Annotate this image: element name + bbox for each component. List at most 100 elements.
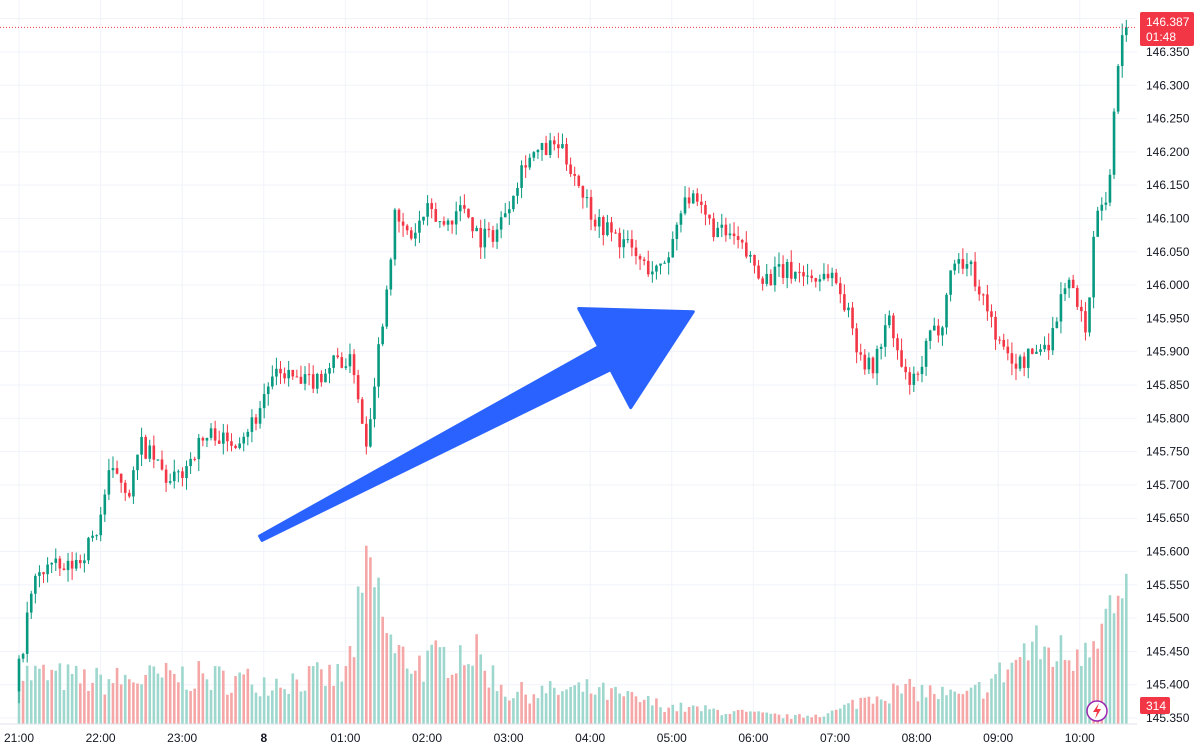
candle-body [1100, 204, 1104, 211]
candle-body [405, 225, 409, 231]
volume-bar [299, 691, 303, 724]
candle-body [937, 325, 940, 336]
candle-body [961, 259, 965, 269]
price-tick-label: 145.750 [1146, 445, 1190, 459]
candle-body [458, 205, 462, 212]
candle-body [736, 236, 740, 240]
volume-bar [1006, 669, 1010, 724]
candle-body [487, 228, 491, 231]
candle-body [62, 568, 66, 571]
volume-bar [450, 674, 454, 724]
volume-bar [863, 697, 867, 724]
time-tick-label: 22:00 [86, 731, 116, 745]
candle-body [422, 216, 425, 221]
candle-body [168, 481, 172, 483]
candle-body [973, 261, 977, 287]
volume-bar [1088, 657, 1091, 724]
volume-bar [136, 683, 139, 724]
lightning-icon[interactable] [1086, 700, 1108, 722]
volume-bar [1104, 608, 1108, 724]
candle-body [896, 338, 899, 351]
volume-bar [1018, 657, 1022, 724]
candle-body [393, 209, 397, 260]
candle-body [810, 275, 813, 279]
volume-bar [475, 634, 478, 724]
candle-body [593, 219, 597, 227]
candle-body [1055, 321, 1059, 328]
volume-bar [205, 679, 209, 724]
candle-body [205, 437, 209, 441]
candle-body [855, 328, 858, 353]
candle-body [46, 564, 49, 575]
volume-bar [757, 711, 760, 724]
time-tick-label: 8 [260, 731, 267, 745]
trend-arrow-annotation[interactable] [258, 307, 695, 542]
volume-bar [928, 685, 932, 724]
candle-body [847, 307, 850, 311]
candle-body [626, 239, 630, 241]
candle-body [1104, 202, 1108, 205]
candle-body [569, 164, 572, 174]
volume-bar [1043, 646, 1046, 724]
volume-bar [409, 673, 413, 724]
candle-body [442, 221, 446, 225]
volume-bar [712, 708, 715, 724]
candle-body [111, 468, 115, 471]
candle-body [262, 394, 266, 409]
volume-bar [1059, 635, 1063, 724]
candle-body [859, 352, 863, 355]
volume-bar [981, 698, 985, 724]
volume-bar [58, 663, 62, 724]
candle-body [475, 227, 478, 232]
candle-body [70, 560, 74, 569]
volume-bar [1092, 641, 1095, 724]
candle-body [720, 224, 724, 228]
volume-bar [1116, 595, 1120, 724]
candle-body [238, 443, 241, 448]
candle-body [332, 355, 335, 368]
volume-bar [573, 685, 576, 724]
volume-bar [499, 684, 503, 724]
candle-body [430, 203, 433, 210]
volume-bar [883, 700, 887, 724]
price-tick-label: 146.300 [1146, 78, 1190, 92]
candle-body [528, 157, 532, 168]
candle-body [328, 367, 331, 374]
candle-body [336, 355, 340, 358]
candle-body [107, 470, 111, 495]
volume-bar [54, 670, 58, 724]
candle-body [385, 289, 389, 327]
volume-value: 314 [1146, 699, 1166, 713]
volume-bar [986, 692, 989, 724]
price-axis[interactable]: 145.350 145.400 145.450 145.500 145.550 145.6… [1137, 0, 1198, 748]
time-axis[interactable]: 21:00 22:00 23:00 8 01:00 02:00 03:00 04:00 05:0… [0, 723, 1137, 748]
candle-body [1006, 346, 1010, 354]
volume-bar [87, 690, 90, 724]
volume-bar [642, 699, 646, 724]
volume-bar [871, 703, 875, 724]
volume-bar [446, 678, 450, 724]
candle-body [1018, 356, 1022, 369]
volume-bar [230, 692, 233, 724]
volume-bar [434, 640, 438, 724]
volume-bar [581, 691, 585, 724]
candle-body [863, 354, 867, 370]
price-tick-label: 145.650 [1146, 511, 1190, 525]
volume-bar [503, 696, 507, 724]
candle-body [275, 368, 278, 377]
price-tick-label: 145.400 [1146, 678, 1190, 692]
volume-bar [1031, 641, 1034, 724]
volume-bar [524, 694, 527, 724]
candle-body [291, 369, 295, 377]
volume-bar [266, 695, 270, 724]
volume-bar [275, 678, 278, 724]
candle-body [532, 152, 536, 158]
candle-body [941, 327, 944, 336]
volume-bar [691, 705, 695, 724]
candle-body [879, 346, 883, 349]
candle-body [50, 562, 53, 565]
volume-bar [250, 684, 254, 724]
price-tick-label: 145.700 [1146, 478, 1190, 492]
volume-bar [115, 667, 119, 724]
